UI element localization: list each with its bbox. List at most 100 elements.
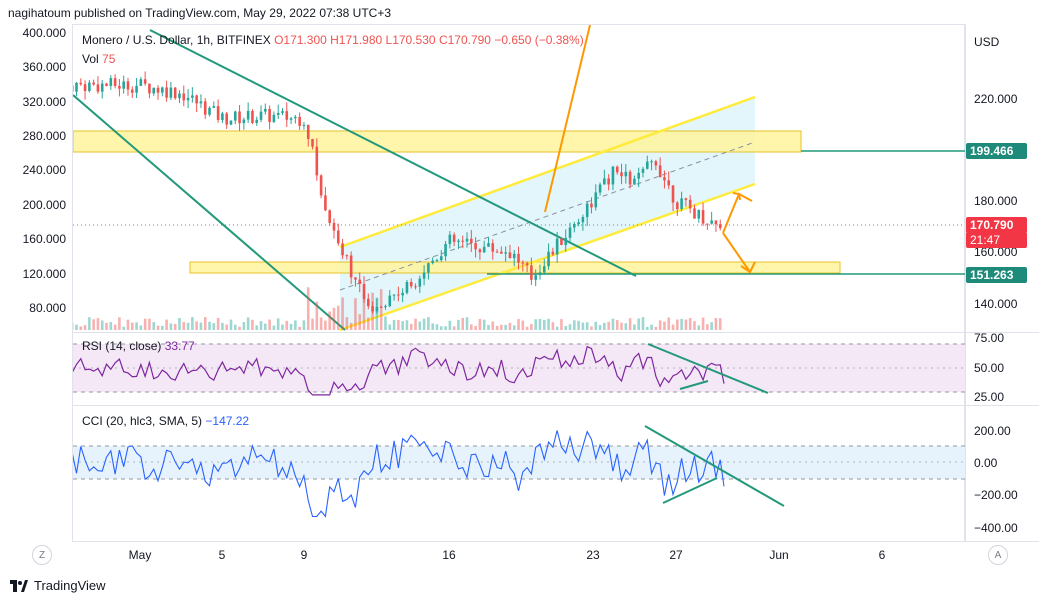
- candle-body: [255, 119, 259, 123]
- time-label-23: 23: [586, 548, 600, 562]
- pane-separator-cci[interactable]: [72, 405, 1039, 406]
- candle-body: [100, 83, 104, 92]
- volume-bar: [693, 321, 696, 330]
- candle-body: [555, 238, 559, 255]
- volume-bar: [118, 317, 121, 330]
- volume-bar: [225, 324, 228, 330]
- volume-bar: [598, 325, 602, 330]
- right-tick-160: 160.000: [974, 245, 1018, 259]
- symbol-name[interactable]: Monero / U.S. Dollar, 1h, BITFINEX: [82, 33, 271, 47]
- candle-body: [324, 195, 327, 211]
- resistance-zone: [73, 130, 802, 153]
- candle-body: [414, 286, 417, 288]
- candle-body: [392, 294, 396, 296]
- candle-body: [379, 306, 383, 308]
- volume-bar: [581, 322, 585, 330]
- volume-bar: [603, 322, 606, 330]
- volume-bar: [319, 317, 323, 330]
- right-tick-140: 140.000: [974, 297, 1018, 311]
- volume-bar: [517, 319, 520, 330]
- candle-body: [594, 192, 598, 208]
- candle-body: [384, 306, 387, 308]
- trendline-lower: [73, 94, 346, 331]
- volume-bar: [470, 324, 473, 330]
- rsi-legend[interactable]: RSI (14, close) 33.77: [82, 339, 195, 353]
- left-tick-160: 160.000: [22, 232, 66, 246]
- candle-body: [431, 260, 434, 264]
- candle-body: [448, 234, 452, 244]
- candle-body: [289, 118, 293, 120]
- candle-body: [525, 263, 529, 266]
- candle-body: [564, 237, 568, 245]
- left-tick-200: 200.000: [22, 198, 66, 212]
- candle-body: [452, 234, 456, 242]
- candle-body: [96, 84, 100, 92]
- volume-bar: [422, 318, 426, 330]
- volume-bar: [246, 317, 250, 330]
- candle-body: [161, 87, 164, 93]
- volume-bar: [92, 319, 95, 330]
- left-tick-280: 280.000: [22, 129, 66, 143]
- cci-tick-minus200: −200.00: [974, 488, 1018, 502]
- volume-bar: [401, 321, 404, 330]
- candle-body: [538, 272, 542, 276]
- symbol-legend[interactable]: Monero / U.S. Dollar, 1h, BITFINEX O171.…: [82, 33, 584, 47]
- currency-label[interactable]: USD: [974, 35, 1000, 49]
- zoom-button[interactable]: Z: [32, 545, 52, 565]
- candle-body: [354, 277, 357, 280]
- volume-bar: [508, 322, 512, 330]
- candle-body: [109, 78, 113, 86]
- channel-midline: [339, 141, 756, 291]
- candle-body: [534, 275, 537, 280]
- cci-legend[interactable]: CCI (20, hlc3, SMA, 5) −147.22: [82, 414, 249, 428]
- candle-body: [405, 282, 409, 293]
- volume-bar: [405, 320, 409, 330]
- rsi-label: RSI (14, close): [82, 339, 162, 353]
- candle-body: [336, 230, 340, 244]
- candle-body: [152, 87, 156, 94]
- candle-body: [216, 106, 220, 120]
- volume-bar: [178, 317, 181, 330]
- left-tick-320: 320.000: [22, 95, 66, 109]
- left-tick-80: 80.000: [29, 301, 66, 315]
- volume-bar: [452, 326, 456, 330]
- candle-body: [251, 110, 254, 123]
- volume-bar: [216, 317, 220, 330]
- volume-legend[interactable]: Vol 75: [82, 52, 115, 66]
- candle-body: [371, 306, 374, 312]
- volume-bar: [577, 320, 580, 330]
- auto-scale-button[interactable]: A: [988, 545, 1008, 565]
- tradingview-logo-icon: [10, 579, 28, 592]
- candle-body: [615, 166, 619, 173]
- candles: [73, 71, 722, 314]
- candle-body: [684, 198, 688, 200]
- volume-bar: [384, 316, 387, 330]
- volume-bar: [195, 321, 198, 330]
- volume-bar: [409, 323, 413, 330]
- volume-bar: [354, 298, 357, 330]
- volume-bar: [88, 317, 91, 330]
- candle-body: [75, 82, 78, 92]
- volume-bar: [439, 326, 443, 330]
- volume-bar: [431, 323, 434, 330]
- candle-body: [92, 82, 95, 85]
- candle-body: [585, 203, 589, 218]
- volume-bar: [83, 325, 87, 330]
- time-label-6: 6: [878, 548, 886, 562]
- volume-bar: [221, 322, 224, 330]
- candle-body: [663, 177, 666, 181]
- volume-bar: [152, 322, 156, 330]
- candle-body: [444, 243, 447, 257]
- footer-brand[interactable]: TradingView: [10, 578, 106, 593]
- candle-body: [573, 223, 576, 228]
- volume-bar: [203, 317, 207, 330]
- candle-body: [551, 251, 555, 255]
- candle-body: [118, 85, 121, 89]
- candle-body: [306, 124, 310, 139]
- right-tick-180: 180.000: [974, 194, 1018, 208]
- candle-body: [388, 295, 392, 307]
- volume-bar: [680, 318, 683, 330]
- pane-separator-rsi[interactable]: [72, 332, 1039, 333]
- volume-bar: [637, 318, 640, 330]
